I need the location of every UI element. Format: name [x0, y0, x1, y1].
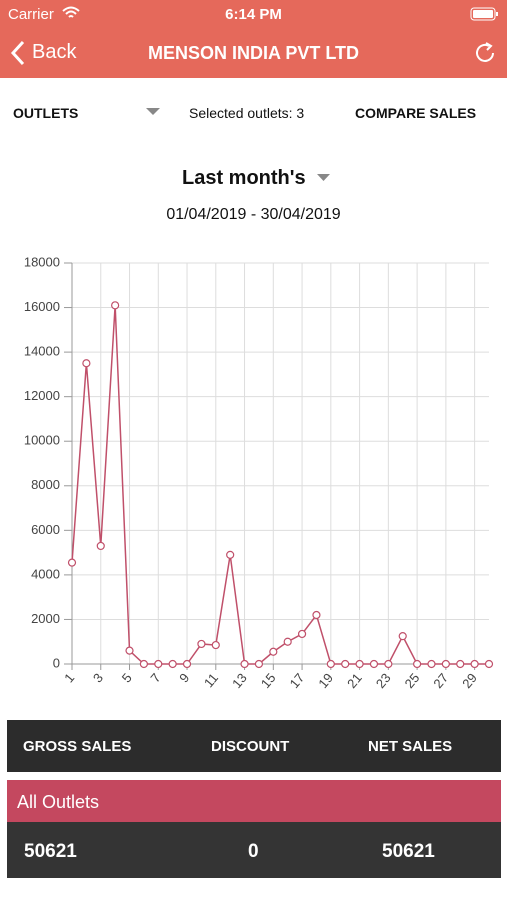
compare-sales[interactable]: COMPARE SALES: [355, 105, 477, 121]
data-point: [312, 610, 321, 620]
x-tick-label: 27: [430, 670, 451, 691]
outlets-dropdown[interactable]: OUTLETS: [13, 105, 79, 121]
y-tick-label: 10000: [24, 433, 60, 448]
header-discount: DISCOUNT: [211, 738, 290, 755]
y-tick-label: 8000: [31, 477, 60, 492]
x-tick-label: 29: [459, 670, 480, 691]
data-point: [125, 646, 134, 655]
clock: 6:14 PM: [225, 6, 282, 23]
status-bar: Carrier 6:14 PM: [0, 0, 507, 30]
x-tick-label: 15: [258, 670, 279, 691]
refresh-icon[interactable]: [474, 41, 498, 65]
sales-line: [71, 305, 489, 665]
x-tick-label: 19: [315, 670, 336, 691]
wifi-icon: [62, 6, 80, 18]
data-point: [211, 640, 220, 650]
x-tick-label: 3: [90, 670, 106, 685]
data-point: [254, 659, 264, 669]
data-point: [470, 659, 479, 669]
data-point: [384, 659, 393, 669]
row-label: All Outlets: [17, 792, 100, 812]
y-tick-label: 18000: [24, 254, 60, 269]
nav-title: MENSON INDIA PVT LTD: [148, 43, 359, 63]
data-point: [182, 659, 192, 669]
data-point: [398, 632, 407, 641]
data-point: [197, 639, 206, 649]
data-point: [326, 659, 335, 669]
data-point: [240, 659, 249, 669]
dropdown-arrow[interactable]: [146, 108, 160, 116]
data-point: [67, 558, 77, 567]
data-point: [226, 550, 235, 559]
data-point: [297, 629, 307, 639]
data-point: [283, 637, 292, 646]
battery-icon: [470, 7, 498, 21]
data-point: [269, 647, 278, 656]
data-point: [413, 659, 422, 669]
summary-header: GROSS SALES DISCOUNT NET SALES: [7, 720, 501, 772]
x-tick-label: 9: [176, 670, 192, 685]
data-point: [369, 659, 379, 669]
header-gross: GROSS SALES: [23, 738, 132, 755]
y-tick-label: 6000: [31, 522, 60, 537]
discount-value: 0: [248, 841, 259, 862]
data-point: [341, 659, 350, 669]
summary-values: 50621 0 50621: [7, 822, 501, 878]
chart: 0 2000 4000 6000 8000 10000 12000 14000 16000 180…: [24, 254, 494, 691]
gross-value: 50621: [24, 841, 77, 862]
data-point: [82, 359, 91, 368]
y-tick-label: 4000: [31, 566, 60, 581]
x-tick-label: 7: [147, 670, 163, 685]
selected-outlets: Selected outlets: 3: [189, 105, 305, 121]
y-tick-label: 2000: [31, 611, 60, 626]
x-tick-label: 11: [201, 670, 221, 690]
header-net: NET SALES: [368, 738, 453, 755]
back-button[interactable]: Back: [32, 41, 77, 63]
carrier: Carrier: [8, 6, 54, 23]
net-value: 50621: [382, 841, 435, 862]
period-select[interactable]: Last month's: [182, 167, 306, 189]
y-tick-label: 0: [53, 655, 60, 670]
x-tick-label: 5: [119, 670, 135, 685]
data-point: [96, 541, 105, 551]
data-point: [111, 301, 120, 310]
data-point: [427, 659, 436, 669]
back-chevron[interactable]: [10, 40, 26, 66]
nav-bar: Back MENSON INDIA PVT LTD: [0, 30, 507, 78]
date-range: 01/04/2019 - 30/04/2019: [166, 206, 341, 223]
data-point: [139, 659, 148, 669]
x-tick-label: 23: [373, 670, 394, 691]
data-point: [441, 659, 450, 669]
y-tick-label: 14000: [24, 344, 60, 359]
data-point: [355, 659, 364, 669]
x-tick-label: 21: [344, 670, 365, 691]
x-tick-label: 25: [402, 670, 423, 691]
row-label-bar: All Outlets: [7, 780, 501, 822]
y-tick-label: 16000: [24, 299, 60, 314]
x-tick-label: 1: [61, 670, 77, 685]
data-point: [484, 659, 494, 669]
data-point: [456, 659, 465, 669]
data-point: [168, 659, 177, 669]
data-point: [154, 659, 163, 669]
y-tick-label: 12000: [24, 388, 60, 403]
x-tick-label: 17: [287, 670, 308, 691]
dropdown-arrow[interactable]: [317, 174, 330, 182]
x-tick-label: 13: [229, 670, 250, 691]
